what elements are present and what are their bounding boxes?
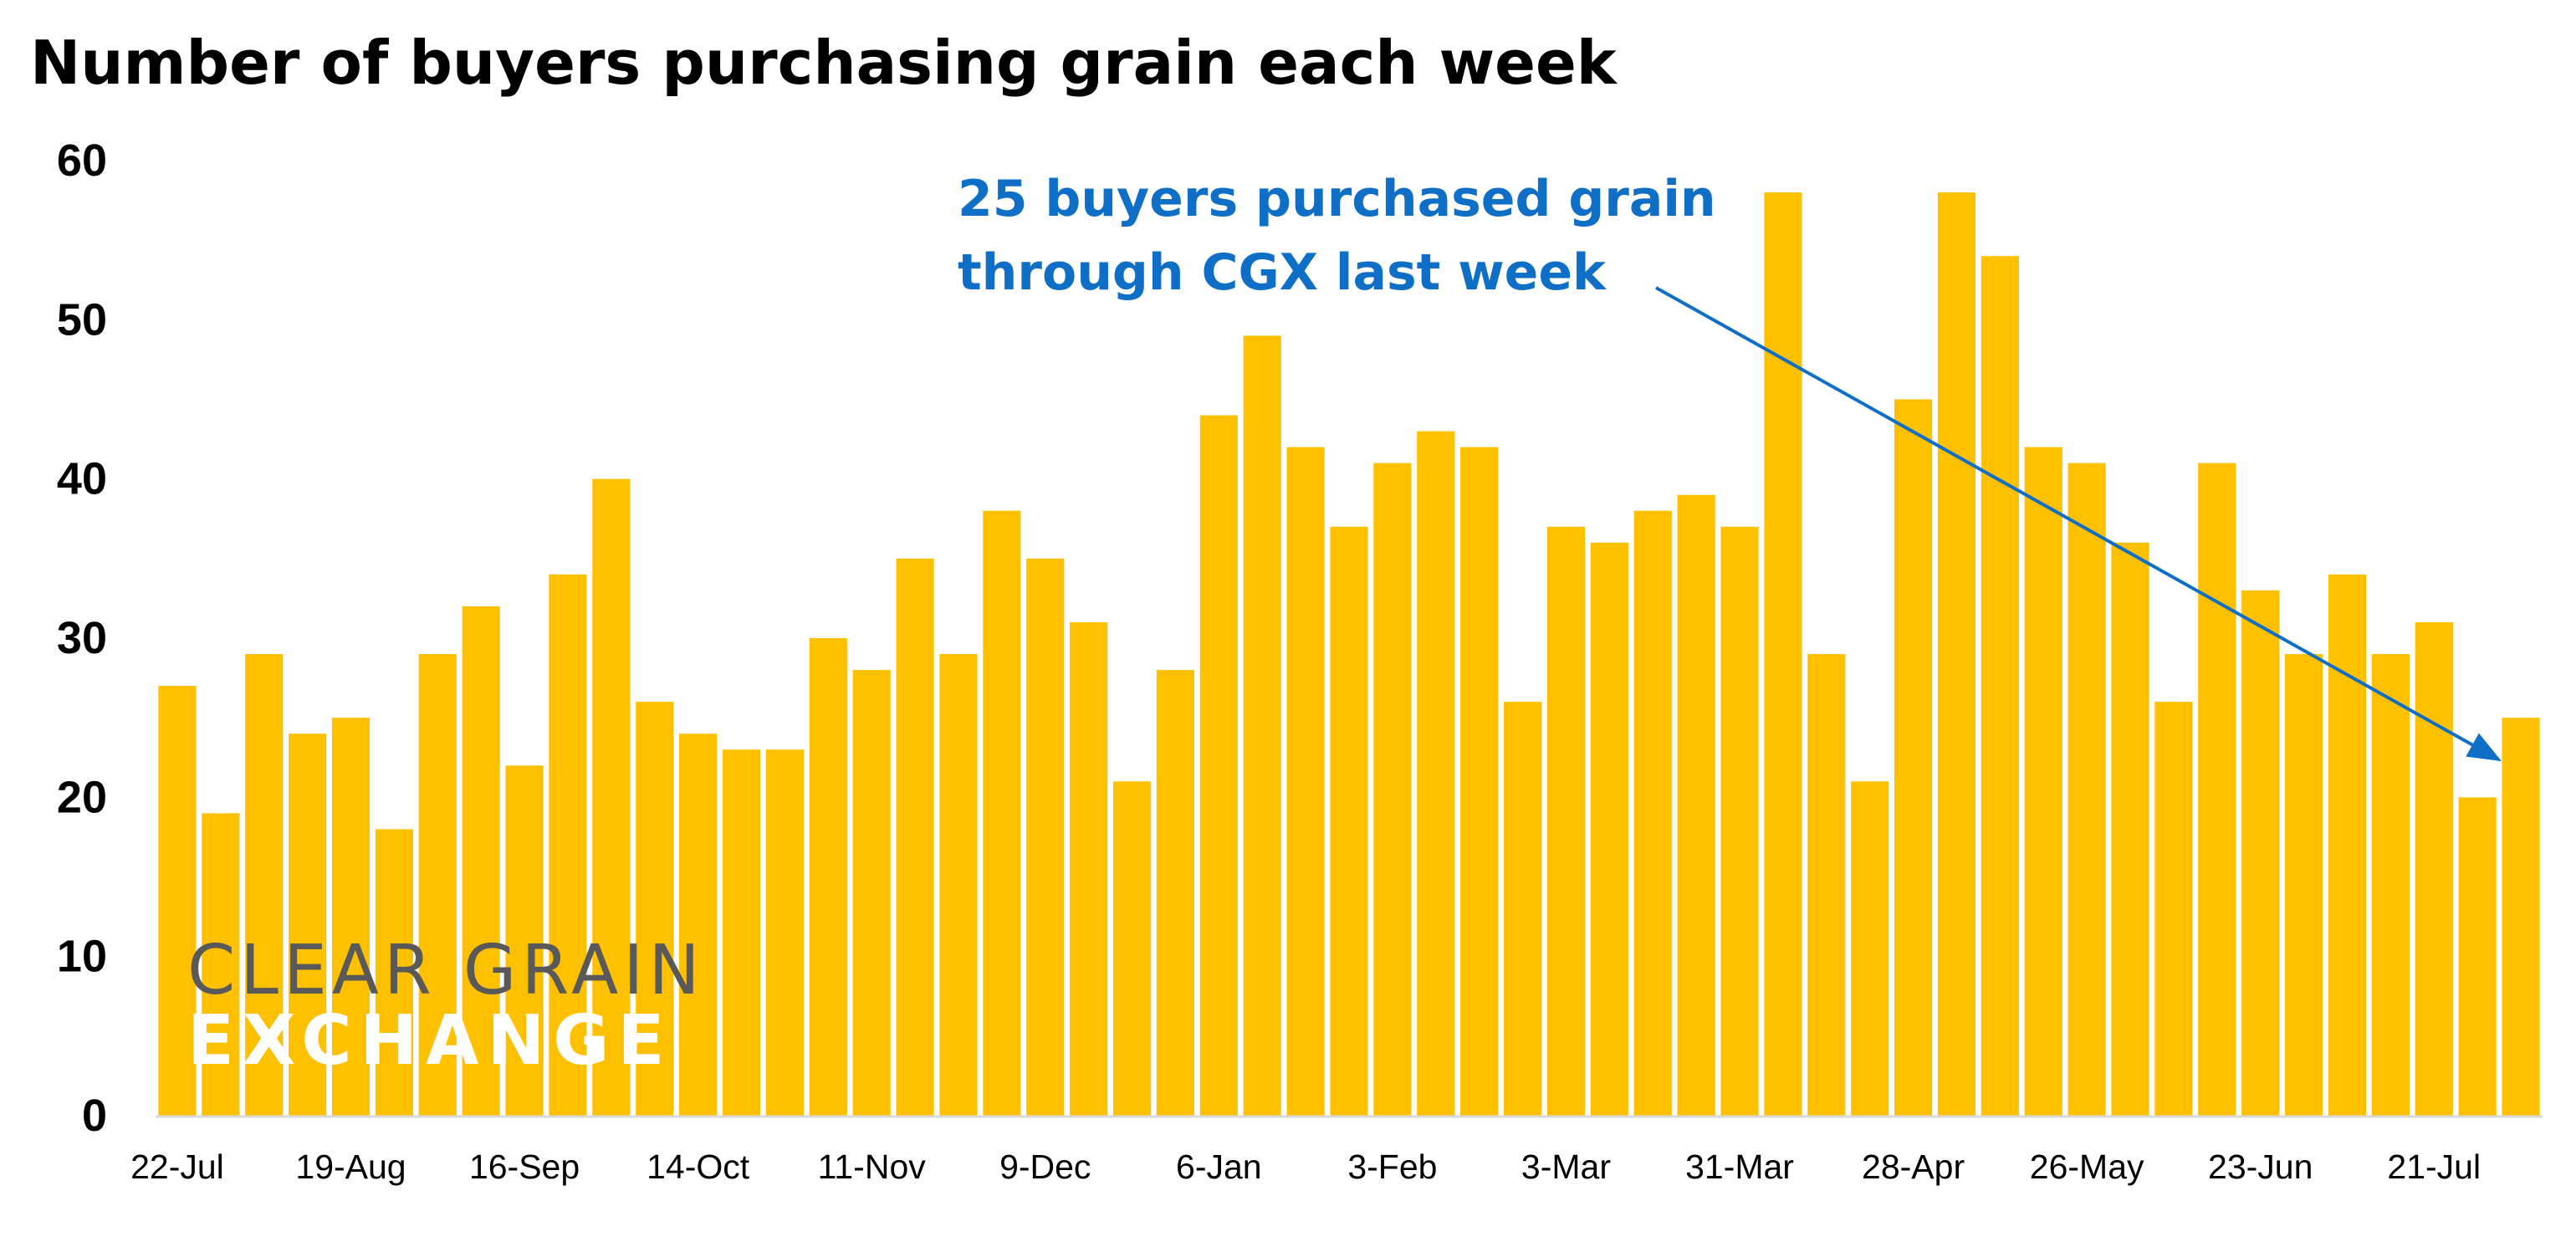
logo-text-exchange: EXCHANGE: [187, 1001, 673, 1081]
clear-grain-exchange-logo: CLEAR GRAIN EXCHANGE: [187, 931, 705, 1081]
bar: [852, 670, 891, 1116]
x-tick-label: 31-Mar: [1685, 1147, 1794, 1186]
bar: [505, 765, 544, 1116]
x-tick-label: 21-Jul: [2387, 1147, 2481, 1186]
bar: [202, 813, 240, 1116]
bar: [462, 606, 500, 1116]
bar: [1633, 510, 1672, 1116]
bar: [1373, 463, 1412, 1116]
bar: [722, 749, 761, 1116]
bar: [2371, 654, 2410, 1116]
y-tick-label: 60: [57, 135, 107, 186]
bar: [1590, 542, 1628, 1116]
bar: [2024, 447, 2062, 1116]
bar: [1807, 654, 1846, 1116]
arrow-right-down-icon: [1655, 286, 2502, 762]
x-tick-label: 16-Sep: [469, 1147, 580, 1186]
bar: [418, 654, 457, 1116]
bar: [375, 829, 413, 1116]
x-tick-label: 3-Feb: [1347, 1147, 1437, 1186]
bar: [158, 686, 197, 1116]
bar: [1156, 670, 1195, 1116]
x-tick-label: 9-Dec: [999, 1147, 1091, 1186]
bar: [2328, 574, 2367, 1116]
annotation-text-line1: 25 buyers purchased grain: [958, 170, 1716, 228]
bar: [1851, 781, 1889, 1116]
bar: [1720, 526, 1759, 1116]
bar: [1981, 256, 2019, 1117]
x-tick-label: 26-May: [2030, 1147, 2144, 1186]
bar: [1243, 335, 1281, 1116]
x-tick-label: 23-Jun: [2208, 1147, 2313, 1186]
x-tick-label: 14-Oct: [647, 1147, 750, 1186]
bar: [1503, 702, 1542, 1116]
bar: [2415, 621, 2453, 1116]
y-axis-tick-labels: 0 10 20 30 40 50 60: [57, 135, 107, 1141]
x-tick-label: 11-Nov: [818, 1147, 927, 1186]
annotation: 25 buyers purchased grain through CGX la…: [958, 170, 2502, 762]
y-tick-label: 50: [57, 294, 107, 345]
bar: [289, 733, 327, 1116]
x-tick-label: 6-Jan: [1176, 1147, 1262, 1186]
bar: [1026, 558, 1065, 1116]
y-tick-label: 40: [57, 454, 107, 504]
bar-series: [158, 192, 2540, 1117]
bar: [1112, 781, 1152, 1116]
bar: [2111, 542, 2149, 1116]
bar: [1546, 526, 1586, 1116]
chart-title: Number of buyers purchasing grain each w…: [30, 28, 1618, 98]
y-tick-label: 0: [82, 1091, 107, 1141]
bar: [1677, 494, 1715, 1116]
x-tick-label: 28-Apr: [1862, 1147, 1965, 1186]
bar: [809, 638, 847, 1116]
bar: [2458, 797, 2497, 1116]
y-tick-label: 30: [57, 613, 107, 663]
bar: [896, 558, 934, 1116]
bar: [679, 733, 718, 1116]
x-tick-label: 22-Jul: [130, 1147, 224, 1186]
bar: [1286, 447, 1325, 1116]
bar: [2285, 654, 2323, 1116]
bar: [1937, 192, 1976, 1117]
bar: [2198, 463, 2236, 1116]
y-tick-label: 10: [57, 932, 107, 982]
bar: [939, 654, 978, 1116]
bar: [1070, 621, 1108, 1116]
bar: [636, 702, 674, 1116]
y-tick-label: 20: [57, 772, 107, 822]
x-tick-label: 3-Mar: [1521, 1147, 1611, 1186]
bar: [592, 478, 631, 1116]
bar: [1199, 415, 1238, 1116]
bar: [1460, 447, 1499, 1116]
bar: [2241, 590, 2280, 1116]
bar: [1764, 192, 1802, 1117]
bar: [983, 510, 1021, 1116]
bar: [2154, 702, 2193, 1116]
x-axis-tick-labels: 22-Jul 19-Aug 16-Sep 14-Oct 11-Nov 9-Dec 6-Jan…: [130, 1147, 2481, 1186]
bar: [331, 718, 371, 1116]
bar: [2502, 718, 2540, 1116]
bar: [245, 654, 284, 1116]
logo-text-clear-grain: CLEAR GRAIN: [187, 931, 705, 1010]
bar: [549, 574, 587, 1116]
bar: [1417, 431, 1455, 1116]
x-tick-label: 19-Aug: [295, 1147, 406, 1186]
bar: [1894, 399, 1933, 1116]
annotation-text-line2: through CGX last week: [958, 243, 1607, 302]
bar: [1330, 526, 1368, 1116]
bar: [765, 749, 804, 1116]
bar: [2067, 463, 2106, 1116]
